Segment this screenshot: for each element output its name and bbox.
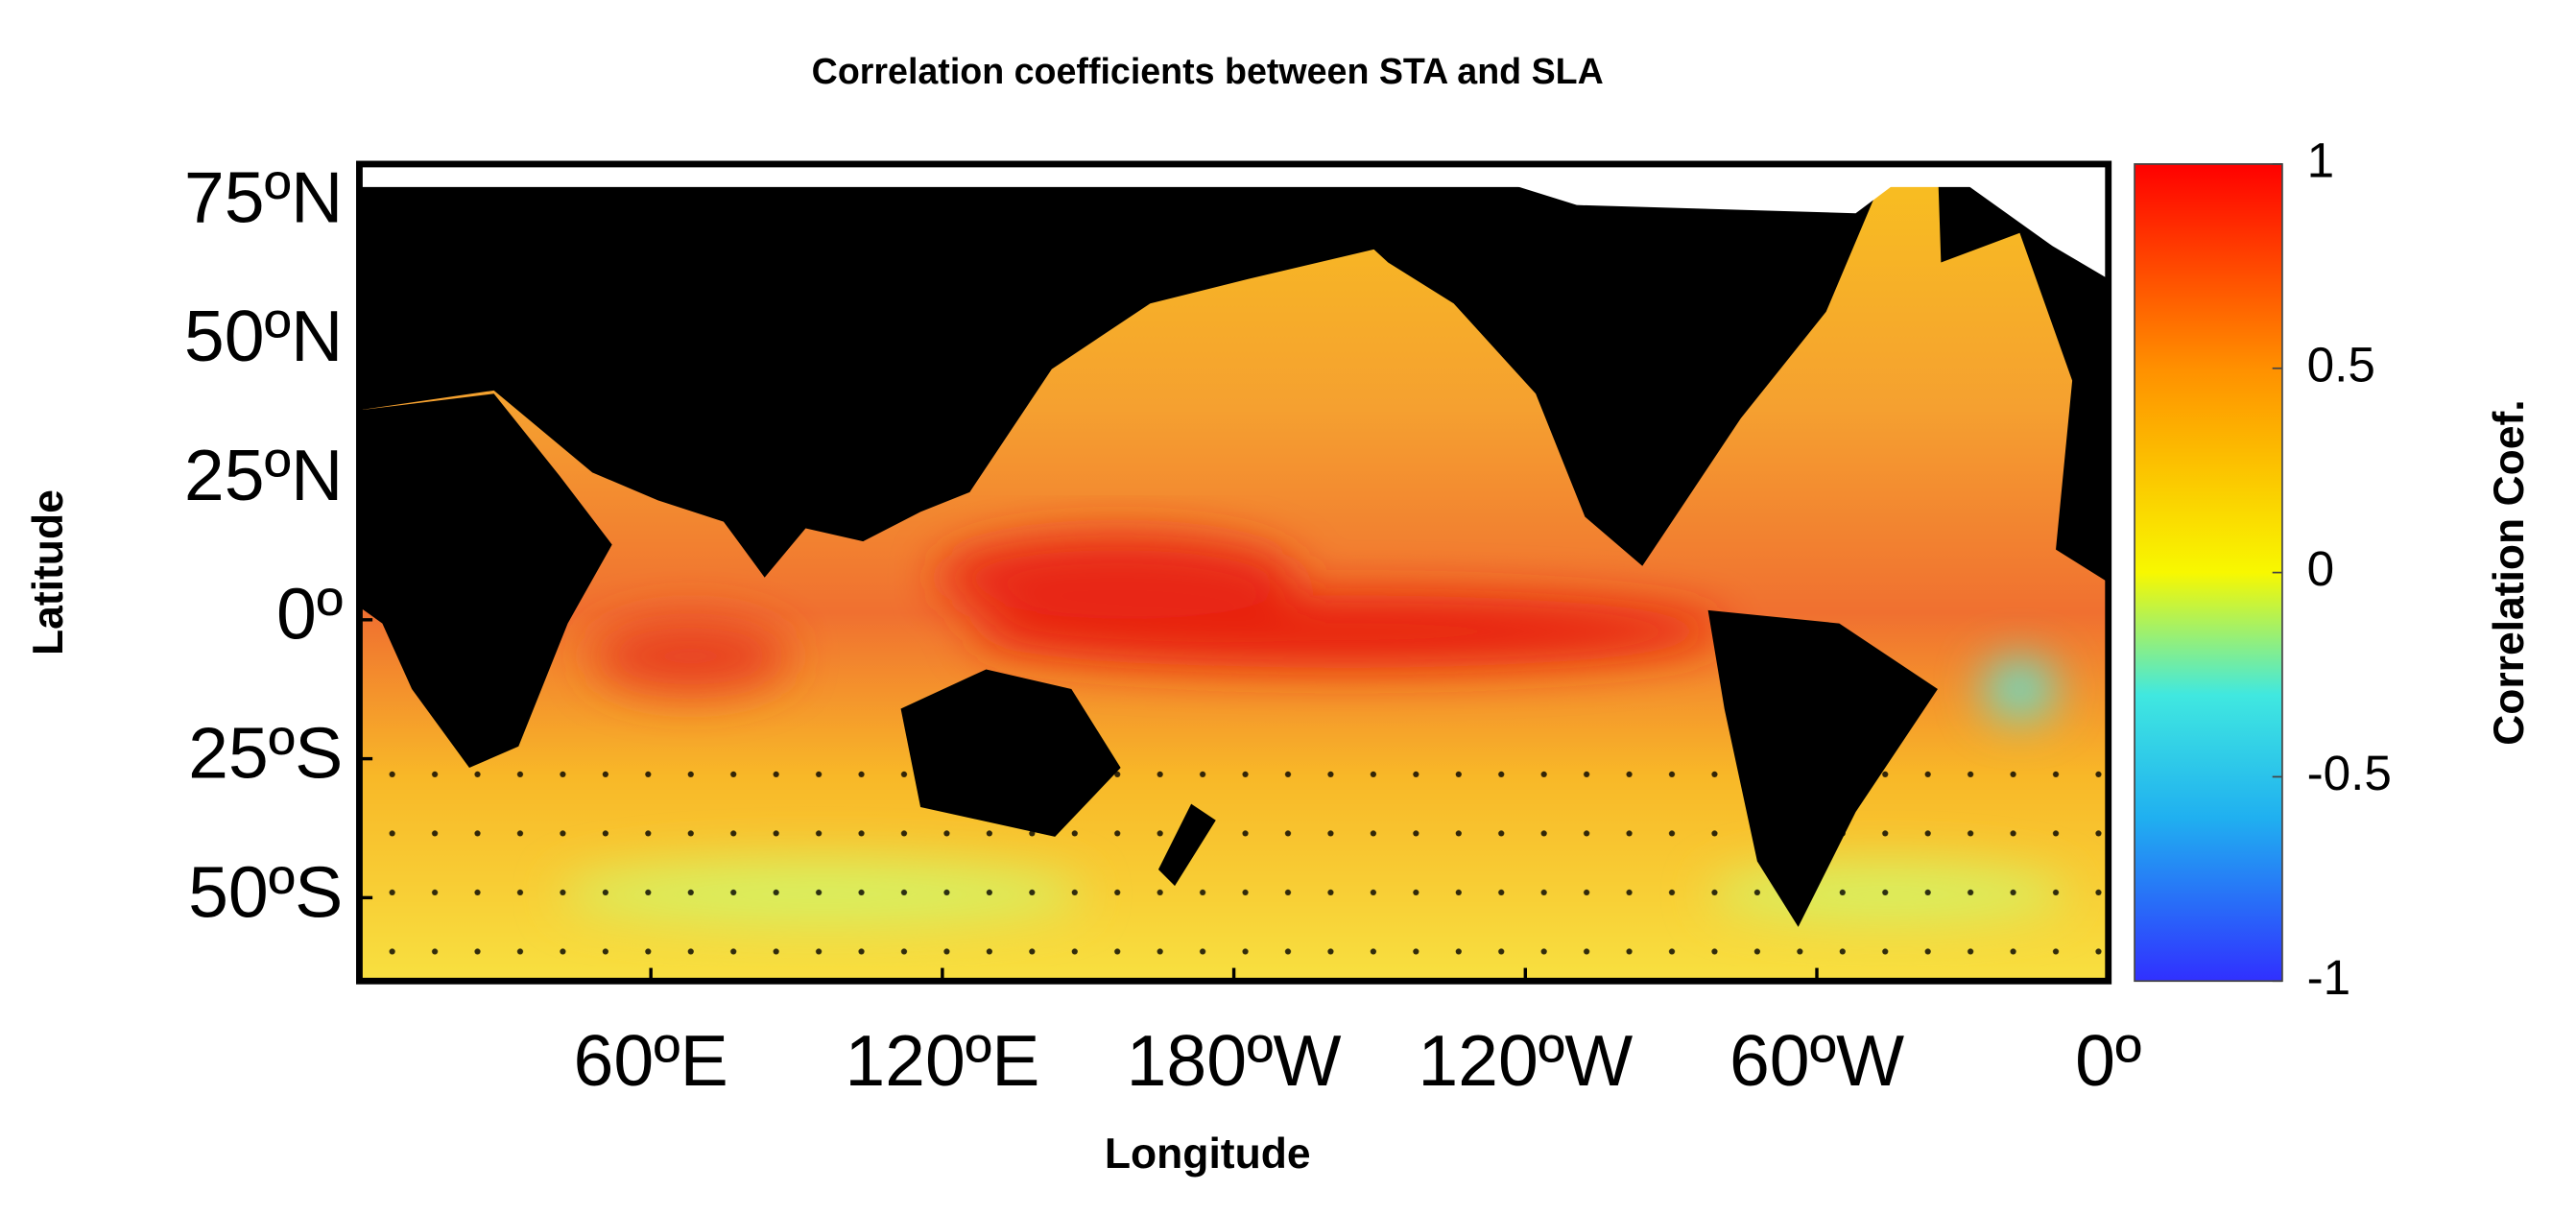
x-tick-label: 60ºW [1729, 1020, 1904, 1101]
colorbar-label: Correlation Coef. [2486, 399, 2533, 745]
x-tick-label: 120ºW [1418, 1020, 1633, 1101]
y-axis-label: Latitude [25, 489, 72, 655]
x-tick-label: 60ºE [574, 1020, 728, 1101]
colorbar-tick-label: -0.5 [2307, 746, 2392, 800]
y-tick-label: 50ºN [184, 296, 343, 376]
land [359, 163, 2109, 927]
chart-title: Correlation coefficients between STA and… [812, 51, 1604, 91]
y-tick-label: 25ºS [188, 712, 343, 793]
y-tick-label: 0º [276, 574, 343, 655]
colorbar-tick-label: 0 [2307, 541, 2335, 596]
x-tick-label: 180ºW [1127, 1020, 1342, 1101]
x-tick-label: 0º [2075, 1020, 2141, 1101]
colorbar-tick-label: 1 [2307, 132, 2335, 187]
map-field [359, 163, 2109, 982]
colorbar-tick-label: -1 [2307, 950, 2351, 1005]
y-tick-label: 50ºS [188, 851, 343, 932]
x-axis-label: Longitude [1105, 1131, 1311, 1178]
y-tick-label: 75ºN [184, 156, 343, 237]
colorbar-tick-label: 0.5 [2307, 337, 2375, 392]
ice [359, 163, 2109, 279]
y-tick-label: 25ºN [184, 435, 343, 515]
colorbar [2134, 163, 2283, 983]
x-tick-label: 120ºE [845, 1020, 1039, 1101]
